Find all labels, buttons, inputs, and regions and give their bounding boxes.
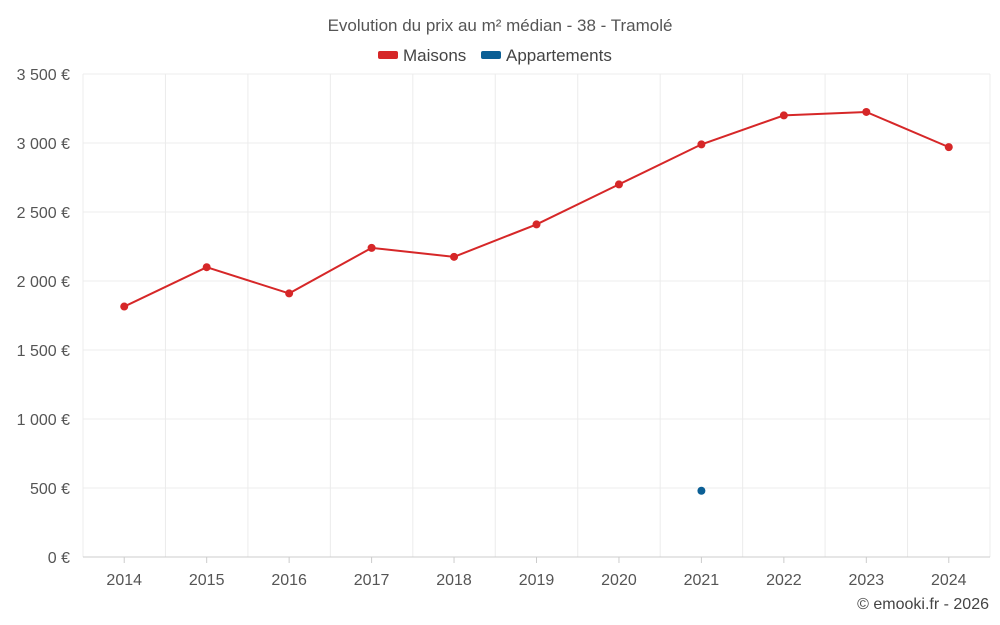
legend-label-appartements: Appartements (506, 46, 612, 65)
legend-swatch-maisons (378, 51, 398, 59)
chart-title: Evolution du prix au m² médian - 38 - Tr… (328, 16, 673, 35)
data-point-maisons[interactable] (862, 107, 871, 116)
legend[interactable]: Maisons Appartements (378, 46, 612, 65)
y-tick-label: 0 € (48, 550, 70, 567)
credit-text: © emooki.fr - 2026 (857, 596, 989, 613)
y-tick-label: 1 000 € (17, 412, 70, 429)
data-point-maisons[interactable] (532, 220, 541, 229)
legend-item-maisons[interactable]: Maisons (378, 46, 466, 65)
grid (82, 73, 991, 557)
y-tick-label: 500 € (30, 481, 70, 498)
data-point-appartements[interactable] (697, 486, 706, 495)
data-point-maisons[interactable] (944, 143, 953, 152)
x-tick-label: 2021 (684, 572, 720, 589)
x-tick-label: 2022 (766, 572, 802, 589)
legend-swatch-appartements (481, 51, 501, 59)
data-point-maisons[interactable] (367, 243, 376, 252)
legend-item-appartements[interactable]: Appartements (481, 46, 612, 65)
y-tick-label: 2 000 € (17, 274, 70, 291)
x-tick-label: 2015 (189, 572, 225, 589)
x-tick-label: 2018 (436, 572, 472, 589)
legend-label-maisons: Maisons (403, 46, 466, 65)
x-tick-label: 2024 (931, 572, 967, 589)
data-point-maisons[interactable] (285, 289, 294, 298)
y-tick-label: 2 500 € (17, 205, 70, 222)
data-point-maisons[interactable] (450, 252, 459, 261)
x-tick-label: 2014 (106, 572, 142, 589)
data-point-maisons[interactable] (202, 263, 211, 272)
x-axis: 2014 2015 2016 2017 2018 2019 2020 2021 2022 2023… (83, 556, 990, 589)
y-tick-label: 1 500 € (17, 343, 70, 360)
y-tick-label: 3 000 € (17, 136, 70, 153)
x-tick-label: 2023 (849, 572, 885, 589)
data-point-maisons[interactable] (697, 140, 706, 149)
data-point-maisons[interactable] (779, 111, 788, 120)
x-tick-label: 2016 (271, 572, 307, 589)
y-axis: 0 € 500 € 1 000 € 1 500 € 2 000 € 2 500 € 3 00… (17, 67, 70, 567)
x-tick-label: 2019 (519, 572, 555, 589)
x-tick-label: 2020 (601, 572, 637, 589)
y-tick-label: 3 500 € (17, 67, 70, 84)
data-point-maisons[interactable] (614, 180, 623, 189)
x-tick-label: 2017 (354, 572, 390, 589)
plot-area (120, 107, 953, 495)
data-point-maisons[interactable] (120, 302, 129, 311)
